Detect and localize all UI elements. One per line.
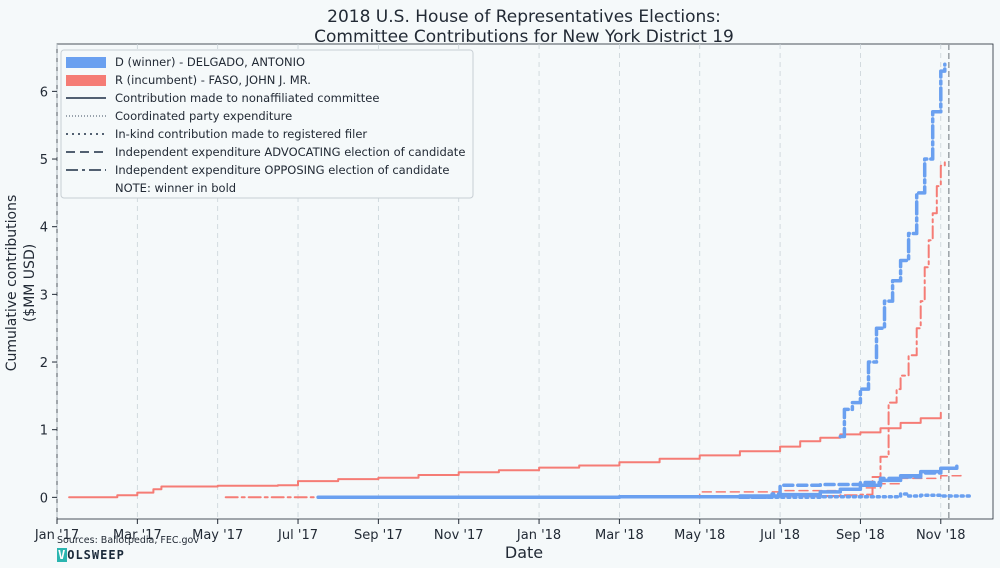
- legend-swatch: [66, 75, 106, 86]
- x-tick-label: Jul '17: [277, 528, 318, 543]
- series-line-6: [838, 62, 947, 439]
- x-axis-label: Date: [505, 543, 543, 562]
- series-layer: [68, 62, 975, 500]
- legend-label: Independent expenditure ADVOCATING elect…: [115, 145, 465, 159]
- legend-label: Independent expenditure OPPOSING electio…: [115, 163, 449, 177]
- y-tick-label: 0: [40, 491, 48, 506]
- y-axis-ticks: 0 1 2 3 4 5 6: [40, 85, 57, 506]
- chart-title-line-1: 2018 U.S. House of Representatives Elect…: [327, 7, 721, 27]
- x-tick-label: Mar '17: [113, 528, 162, 543]
- x-axis-ticks: Jan '17 Mar '17 May '17 Jul '17 Sep '17 Nov '…: [34, 519, 966, 543]
- y-tick-label: 6: [40, 85, 48, 100]
- legend-box: [60, 49, 474, 199]
- volsweep-logo: VOLSWEEP: [57, 548, 125, 562]
- y-axis-label-line-2: ($MM USD): [22, 244, 38, 322]
- x-tick-label: Sep '17: [354, 528, 403, 543]
- y-axis-label-line-1: Cumulative contributions: [4, 195, 20, 372]
- grid-lines: [56, 44, 942, 519]
- y-tick-label: 1: [40, 424, 48, 439]
- legend-label: Coordinated party expenditure: [115, 109, 292, 123]
- legend-label: In-kind contribution made to registered …: [115, 127, 367, 141]
- sources-note: Sources: Ballotpedia, FEC.gov: [57, 535, 199, 546]
- series-line-0: [68, 411, 942, 499]
- x-tick-label: Mar '18: [595, 528, 644, 543]
- x-tick-label: Jan '17: [34, 528, 79, 543]
- x-tick-label: Nov '17: [434, 528, 484, 543]
- y-tick-label: 5: [40, 153, 48, 168]
- x-tick-label: Jul '18: [759, 528, 800, 543]
- y-tick-label: 4: [40, 221, 48, 236]
- legend-label: Contribution made to nonaffiliated commi…: [115, 91, 379, 105]
- legend-label: D (winner) - DELGADO, ANTONIO: [115, 55, 305, 69]
- legend-label: R (incumbent) - FASO, JOHN J. MR.: [115, 73, 311, 87]
- series-line-4: [738, 492, 975, 500]
- series-line-5: [738, 467, 943, 500]
- legend-label: NOTE: winner in bold: [115, 181, 236, 195]
- chart-title-line-2: Committee Contributions for New York Dis…: [314, 27, 734, 47]
- x-tick-label: Jan '18: [516, 528, 561, 543]
- x-tick-label: Nov '18: [916, 528, 966, 543]
- y-tick-label: 3: [40, 288, 48, 303]
- legend-swatch: [66, 57, 106, 68]
- x-tick-label: Sep '18: [836, 528, 885, 543]
- x-tick-label: May '18: [674, 528, 725, 543]
- series-line-3: [316, 464, 959, 500]
- x-tick-label: May '17: [192, 528, 243, 543]
- y-tick-label: 2: [40, 356, 48, 371]
- legend: D (winner) - DELGADO, ANTONIO R (incumben…: [60, 49, 474, 199]
